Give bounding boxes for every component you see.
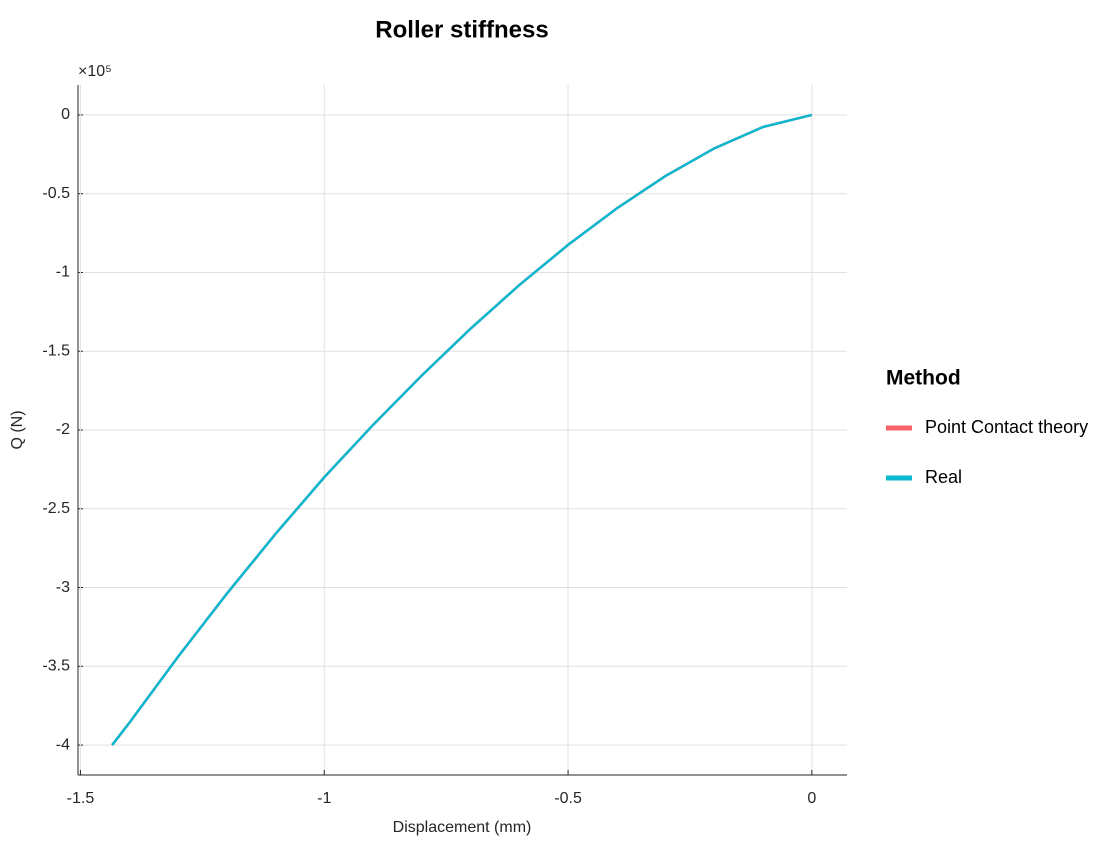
y-tick-label: -3 [56, 579, 70, 596]
y-axis-label: Q (N) [9, 410, 26, 449]
legend-title: Method [886, 367, 961, 390]
y-tick-label: -2 [56, 421, 70, 438]
y-multiplier: ×10⁵ [78, 63, 112, 80]
y-tick-label: -0.5 [42, 185, 70, 202]
x-tick-label: -0.5 [554, 790, 582, 807]
y-tick-label: -2.5 [42, 500, 70, 517]
legend-label: Point Contact theory [925, 417, 1088, 437]
x-tick-label: -1 [317, 790, 331, 807]
x-tick-label: -1.5 [67, 790, 95, 807]
y-tick-label: -3.5 [42, 658, 70, 675]
y-tick-label: -4 [56, 736, 70, 753]
y-tick-label: 0 [61, 106, 70, 123]
x-tick-label: 0 [807, 790, 816, 807]
data-line [111, 113, 813, 746]
x-axis-label: Displacement (mm) [393, 819, 532, 836]
chart-title: Roller stiffness [375, 16, 548, 43]
y-tick-label: -1 [56, 264, 70, 281]
y-tick-label: -1.5 [42, 342, 70, 359]
legend-label: Real [925, 467, 962, 487]
